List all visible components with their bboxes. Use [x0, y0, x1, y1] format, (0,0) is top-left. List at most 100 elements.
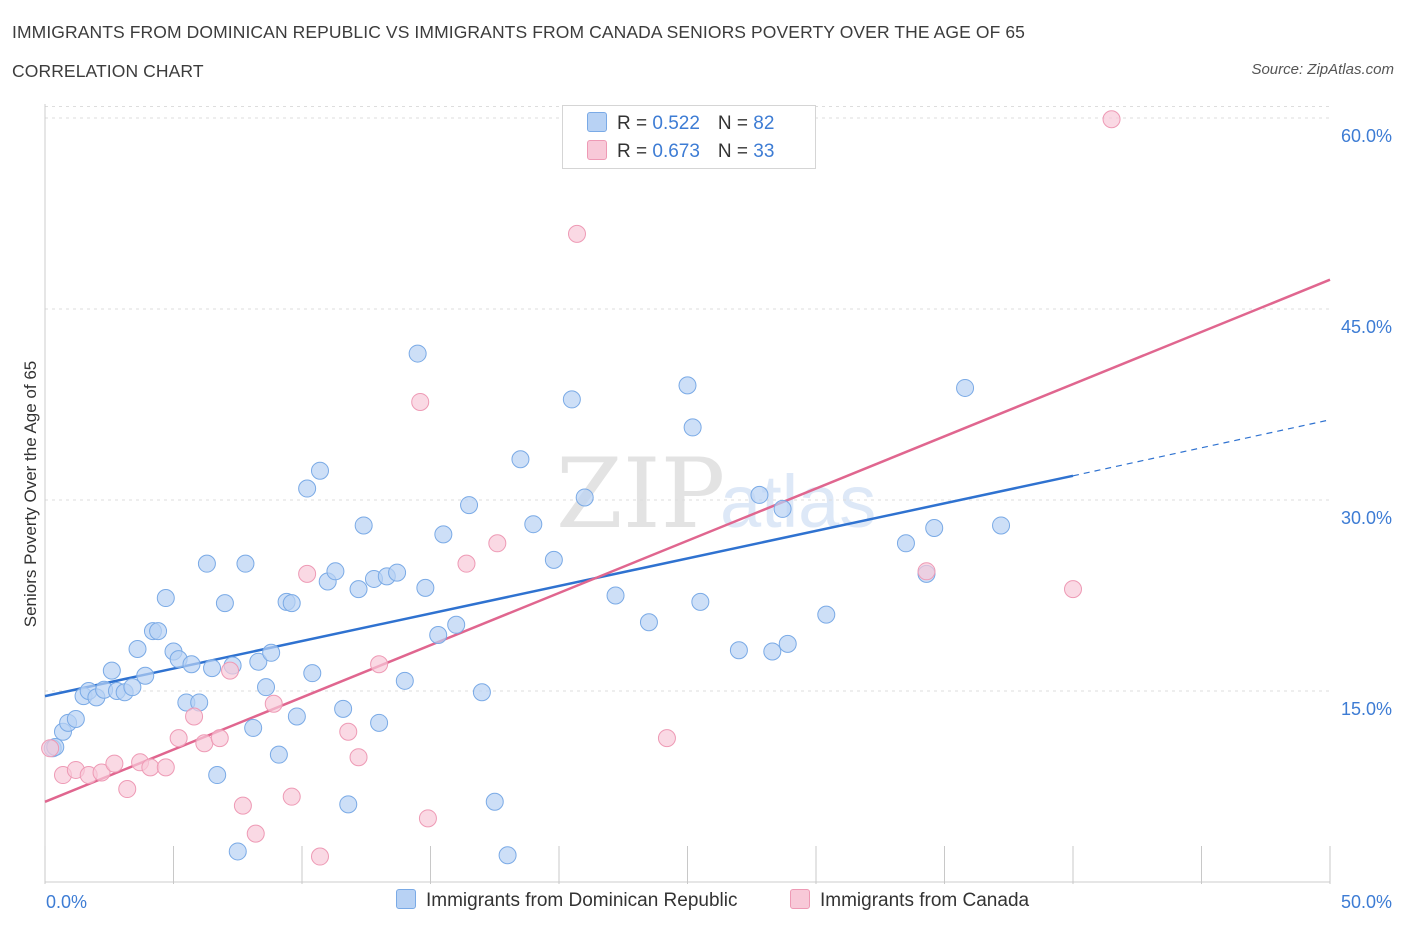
trend-lines	[44, 278, 1331, 803]
source-credit: Source: ZipAtlas.com	[1251, 61, 1394, 78]
point-dominican	[447, 615, 466, 634]
point-canada	[105, 754, 124, 773]
point-dominican	[102, 661, 121, 680]
point-dominican	[691, 592, 710, 611]
point-dominican	[416, 578, 435, 597]
point-canada	[657, 729, 676, 748]
point-dominican	[310, 461, 329, 480]
legend-swatch-pink	[587, 140, 607, 160]
bottom-legend-swatch-blue	[396, 889, 416, 909]
point-dominican	[498, 846, 517, 865]
point-canada	[298, 564, 317, 583]
point-dominican	[575, 488, 594, 507]
point-canada	[411, 392, 430, 411]
point-dominican	[156, 589, 175, 608]
point-dominican	[208, 766, 227, 785]
gridlines	[45, 106, 1330, 692]
point-dominican	[354, 516, 373, 535]
legend-r-value: 0.673	[652, 141, 700, 162]
point-canada	[567, 224, 586, 243]
point-dominican	[249, 652, 268, 671]
point-dominican	[136, 666, 155, 685]
point-dominican	[123, 678, 142, 697]
point-dominican	[388, 563, 407, 582]
point-dominican	[215, 594, 234, 613]
point-dominican	[128, 639, 147, 658]
point-canada	[169, 729, 188, 748]
point-dominican	[606, 586, 625, 605]
chart-subtitle: CORRELATION CHART	[12, 61, 204, 81]
point-dominican	[339, 795, 358, 814]
legend-r-value: 0.522	[652, 113, 700, 134]
point-canada	[370, 655, 389, 674]
point-canada	[118, 780, 137, 799]
trend-line-dominican-extension	[1072, 419, 1331, 477]
point-canada	[349, 748, 368, 767]
point-dominican	[334, 699, 353, 718]
legend-row-canada: R = 0.673 N = 33	[587, 140, 774, 164]
point-dominican	[511, 450, 530, 469]
legend-r-label: R =	[617, 141, 653, 162]
point-canada	[488, 534, 507, 553]
legend-r-label: R =	[617, 113, 653, 134]
bottom-legend-label: Immigrants from Canada	[820, 890, 1030, 911]
point-dominican	[678, 376, 697, 395]
point-canada	[264, 694, 283, 713]
legend-row-dominican: R = 0.522 N = 82	[587, 112, 774, 136]
point-canada	[1064, 580, 1082, 599]
legend-swatch-blue	[587, 112, 607, 132]
point-canada	[210, 729, 229, 748]
point-canada	[282, 787, 301, 806]
x-tick-label: 50.0%	[1341, 892, 1392, 912]
point-dominican	[149, 622, 168, 641]
bottom-legend-label: Immigrants from Dominican Republic	[426, 890, 738, 911]
point-dominican	[896, 534, 915, 553]
trend-line-canada	[44, 278, 1331, 803]
bottom-legend-canada: Immigrants from Canada	[790, 889, 1029, 912]
point-dominican	[639, 613, 658, 632]
y-axis-title: Seniors Poverty Over the Age of 65	[21, 361, 40, 627]
point-dominican	[236, 554, 255, 573]
point-dominican	[562, 390, 581, 409]
tick-labels: 15.0% 30.0% 45.0% 60.0% 0.0% 50.0%	[46, 126, 1392, 912]
point-dominican	[773, 499, 792, 518]
point-dominican	[326, 562, 345, 581]
point-dominican	[485, 792, 504, 811]
point-canada	[310, 847, 329, 866]
x-tick-label: 0.0%	[46, 892, 87, 912]
point-canada	[195, 734, 214, 753]
point-dominican	[287, 707, 306, 726]
point-dominican	[182, 655, 201, 674]
point-dominican	[203, 659, 222, 678]
point-dominican	[298, 479, 317, 498]
bottom-legend-swatch-pink	[790, 889, 810, 909]
chart-title: IMMIGRANTS FROM DOMINICAN REPUBLIC VS IM…	[12, 22, 1025, 42]
point-canada	[917, 562, 936, 581]
point-canada	[185, 707, 204, 726]
point-canada	[1102, 110, 1121, 129]
y-tick-label: 60.0%	[1341, 126, 1392, 146]
legend-n-value: 33	[753, 141, 775, 162]
point-canada	[141, 758, 160, 777]
legend-n-label: N =	[717, 113, 754, 134]
point-dominican	[992, 516, 1011, 535]
point-dominican	[925, 519, 944, 538]
point-canada	[339, 722, 358, 741]
point-dominican	[282, 594, 301, 613]
y-tick-label: 30.0%	[1341, 508, 1392, 528]
point-canada	[156, 758, 175, 777]
point-dominican	[66, 710, 85, 729]
point-dominican	[303, 664, 322, 683]
watermark: ZIP atlas	[556, 438, 876, 550]
point-canada	[246, 824, 265, 843]
point-dominican	[228, 842, 247, 861]
legend-n-label: N =	[717, 141, 754, 162]
point-canada	[92, 763, 111, 782]
point-canada	[221, 661, 240, 680]
point-dominican	[244, 718, 263, 737]
data-points	[41, 110, 1121, 866]
point-dominican	[349, 580, 368, 599]
point-dominican	[956, 378, 975, 397]
point-dominican	[524, 515, 543, 534]
